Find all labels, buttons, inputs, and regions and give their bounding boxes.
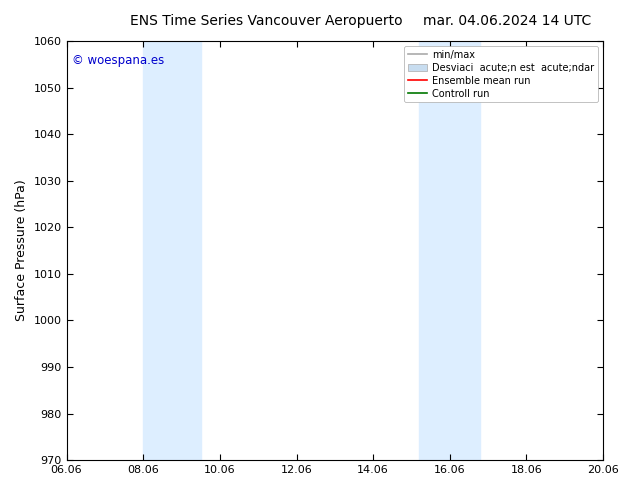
Bar (143, 41, 201, 460)
Text: mar. 04.06.2024 14 UTC: mar. 04.06.2024 14 UTC (423, 14, 592, 28)
Legend: min/max, Desviaci  acute;n est  acute;ndar, Ensemble mean run, Controll run: min/max, Desviaci acute;n est acute;ndar… (404, 46, 598, 102)
Bar (419, 41, 481, 460)
Y-axis label: Surface Pressure (hPa): Surface Pressure (hPa) (15, 180, 28, 321)
Text: ENS Time Series Vancouver Aeropuerto: ENS Time Series Vancouver Aeropuerto (130, 14, 403, 28)
Text: © woespana.es: © woespana.es (72, 53, 164, 67)
